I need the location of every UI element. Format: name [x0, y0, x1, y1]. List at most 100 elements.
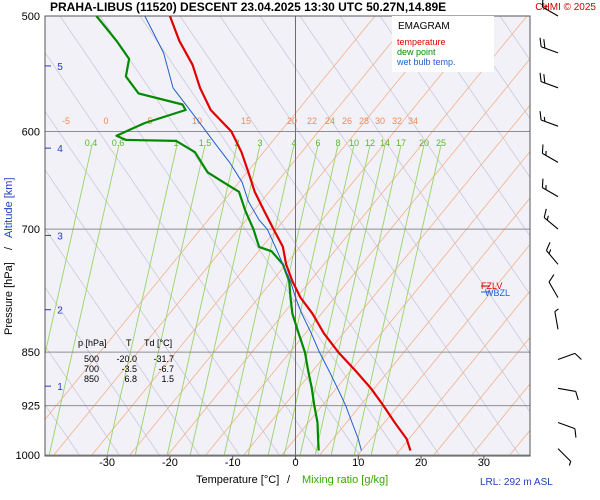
wind-barb — [539, 72, 559, 89]
wind-barb-staff — [554, 311, 559, 330]
wind-barb-staff — [548, 281, 559, 298]
moist-adiabat — [45, 286, 161, 456]
plot-area — [45, 16, 530, 456]
wind-barb-feather — [543, 74, 546, 84]
freezing-level-markers: FZLV WBZL — [481, 281, 510, 298]
temperature-tick-label: 30 — [478, 457, 490, 469]
altitude-tick-label: 4 — [57, 144, 63, 155]
pressure-tick-label: 700 — [22, 224, 40, 236]
x-axis-label-temp: Temperature [°C] — [196, 474, 279, 486]
pressure-tick-label: 600 — [22, 126, 40, 138]
copyright-text: CHMI © 2025 — [535, 2, 596, 13]
series-temperature — [168, 15, 412, 451]
dry-adiabat — [356, 243, 530, 456]
temperature-tick-label: 0 — [292, 457, 298, 469]
temperature-tick-label: 10 — [352, 457, 364, 469]
summary-table: p [hPa] T Td [°C] 500 -20.0 -31.7 700 -3… — [78, 338, 174, 384]
wind-barb-feather — [545, 242, 551, 251]
table-cell: 1.5 — [161, 374, 174, 384]
moist-adiabat — [45, 52, 321, 456]
altitude-tick-label: 1 — [57, 382, 63, 393]
table-cell: -3.5 — [121, 364, 137, 374]
moist-adiabat — [299, 16, 530, 354]
y-axis-label-altitude: Altitude [km] — [3, 177, 15, 238]
legend-wet-bulb: wet bulb temp. — [396, 57, 456, 67]
table-header-p: p [hPa] — [78, 338, 107, 348]
legend-box — [392, 16, 494, 72]
mixing-ratio-label: 0.4 — [85, 138, 98, 148]
legend-dew-point: dew point — [397, 47, 436, 57]
wind-barb — [557, 448, 572, 466]
wind-barb — [557, 387, 579, 401]
wind-barb-feather — [574, 352, 582, 360]
dry-adiabat-label: 22 — [307, 116, 317, 126]
temperature-tick-label: -10 — [225, 457, 241, 469]
chart-title: PRAHA-LIBUS (11520) DESCENT 23.04.2025 1… — [50, 0, 446, 14]
legend-title: EMAGRAM — [398, 21, 450, 32]
wind-barb-feather — [548, 274, 555, 283]
mixing-ratio-line — [48, 144, 120, 456]
y-axis-label-sep: / — [3, 246, 15, 250]
plot-background — [45, 16, 530, 456]
table-header-td: Td [°C] — [144, 338, 172, 348]
wind-barb-feather — [541, 178, 544, 188]
altitude-tick-label: 5 — [57, 62, 63, 73]
table-cell: 700 — [84, 364, 99, 374]
mixing-ratio-label: 20 — [419, 138, 429, 148]
dry-adiabat-label: 34 — [408, 116, 418, 126]
legend: EMAGRAM temperature dew point wet bulb t… — [392, 16, 494, 72]
wind-barb-half-feather — [545, 185, 547, 190]
dry-adiabat-label: 0 — [103, 116, 108, 126]
wind-barb-half-feather — [568, 461, 572, 466]
altitude-tick-label: 3 — [57, 231, 63, 242]
dry-adiabat — [204, 58, 530, 456]
dry-adiabat-label: 20 — [287, 116, 297, 126]
moist-adiabat — [45, 169, 241, 456]
moist-adiabat — [45, 228, 201, 456]
pressure-tick-label: 500 — [22, 11, 40, 23]
x-axis-label-sep: / — [287, 474, 291, 486]
wbzl-label: WBZL — [485, 288, 510, 298]
dry-adiabat-label: 30 — [375, 116, 385, 126]
mixing-ratio-line — [314, 144, 386, 456]
mixing-ratio-line — [134, 144, 206, 456]
pressure-tick-label: 1000 — [16, 450, 40, 462]
wind-barb-staff — [543, 217, 559, 230]
mixing-ratio-label: 3 — [257, 138, 262, 148]
wind-barb-half-feather — [548, 249, 552, 254]
wind-barb — [548, 274, 559, 298]
table-cell: 6.8 — [124, 374, 137, 384]
wind-barb-staff — [542, 187, 559, 198]
wind-barb-feather — [539, 72, 542, 82]
wind-barb — [541, 0, 559, 17]
dry-adiabat-label: -5 — [62, 116, 70, 126]
wind-barb-staff — [542, 6, 559, 17]
table-header-t: T — [126, 338, 132, 348]
mixing-ratio-line — [247, 144, 319, 456]
mixing-ratio-label: 6 — [315, 138, 320, 148]
mixing-ratio-line — [45, 144, 93, 356]
moist-adiabat — [339, 16, 530, 296]
grid-lines — [45, 16, 530, 456]
dry-adiabat — [280, 151, 530, 456]
mixing-ratio-line — [299, 144, 371, 456]
altitude-tick-label: 2 — [57, 306, 63, 317]
x-axis-label-mix: Mixing ratio [g/kg] — [302, 474, 388, 486]
dry-adiabat — [45, 16, 376, 420]
y-axis-label-pressure: Pressure [hPa] — [3, 262, 15, 335]
temperature-tick-label: -30 — [99, 457, 115, 469]
wind-barb-staff — [540, 81, 559, 89]
mixing-ratio-label: 1 — [173, 138, 178, 148]
fzlv-label: FZLV — [481, 281, 502, 291]
wind-barb-feather — [541, 144, 544, 154]
lrl-text: LRL: 292 m ASL — [480, 477, 553, 488]
moist-adiabat — [379, 16, 530, 237]
wind-barb-feather — [575, 391, 579, 401]
mixing-ratio-label: 14 — [380, 138, 390, 148]
plot-frame — [44, 15, 531, 457]
dry-adiabat-label: 10 — [192, 116, 202, 126]
pressure-tick-label: 850 — [22, 347, 40, 359]
temperature-tick-label: 20 — [415, 457, 427, 469]
wind-barb-feather — [543, 208, 547, 218]
